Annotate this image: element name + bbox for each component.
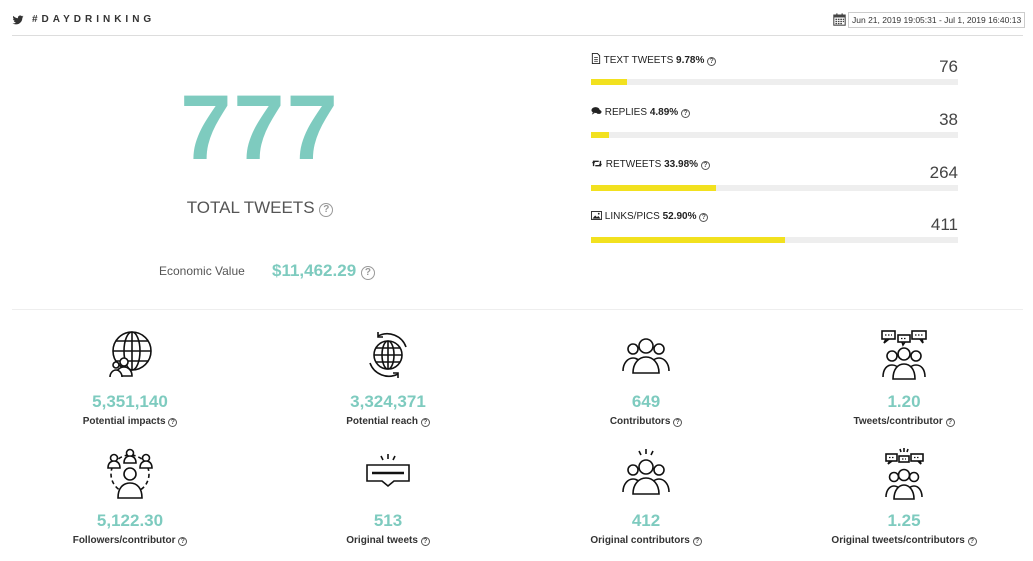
progress-track [591,79,958,85]
progress-fill [591,132,609,138]
progress-fill [591,79,627,85]
header: #DAYDRINKING Jun 21, 2019 19:05:31 - Jul… [0,0,1033,36]
stat-label: Potential reach ? [273,415,503,429]
tweet-type-count: 411 [930,215,958,234]
tweet-type-name: RETWEETS [605,159,662,170]
stat-value: 5,122.30 [96,511,164,530]
document-icon [591,53,601,64]
network-people-icon [107,448,153,499]
stat-value: 412 [631,511,661,530]
stat-label-text: Potential impacts [82,416,166,427]
help-icon[interactable]: ? [700,161,710,170]
economic-value: $11,462.29 ? [272,260,375,282]
date-range-field[interactable]: Jun 21, 2019 19:05:31 - Jul 1, 2019 16:4… [848,12,1026,28]
stat-value: 1.25 [887,511,921,530]
stat-label-text: Followers/contributor [72,535,176,546]
stat-value: 5,351,140 [92,392,168,411]
header-divider [12,35,1023,36]
total-tweets-label: TOTAL TWEETS ? [120,197,400,219]
stat-label: Original tweets/contributors ? [789,534,1019,548]
section-divider [12,309,1023,310]
tweet-type-count: 76 [939,57,958,76]
help-icon[interactable]: ? [673,418,683,427]
tweet-type-name: LINKS/PICS [604,211,660,222]
stat-original-contributors: 412 Original contributors ? [531,448,761,548]
total-tweets-text: TOTAL TWEETS [186,198,315,217]
tweet-type-percent: 9.78% [676,55,705,66]
help-icon[interactable]: ? [420,418,430,427]
stat-followers-per-contributor: 5,122.30 Followers/contributor ? [15,448,245,548]
tweet-type-percent: 33.98% [664,159,699,170]
total-tweets-value: 777 [180,77,340,179]
help-icon[interactable]: ? [360,266,375,280]
stat-label: Original tweets ? [273,534,503,548]
stat-label-text: Original contributors [590,535,690,546]
tweet-type-count: 38 [939,110,958,129]
help-icon[interactable]: ? [178,537,188,546]
speech-bubbles-icon [591,107,602,115]
stat-contributors: 649 Contributors ? [531,329,761,429]
stat-label: Followers/contributor ? [15,534,245,548]
help-icon[interactable]: ? [680,109,690,118]
help-icon[interactable]: ? [420,537,430,546]
help-icon[interactable]: ? [699,213,709,222]
economic-value-amount: $11,462.29 [272,261,357,280]
stat-label-text: Contributors [609,416,671,427]
group-chat-spark-icon [885,448,924,500]
tweet-box-icon [366,454,410,488]
tweet-type-label: TEXT TWEETS 9.78% ? [591,53,717,67]
stat-label: Potential impacts ? [15,415,245,429]
tweet-type-retweets: RETWEETS 33.98% ? 264 [591,159,958,199]
tweet-type-label: LINKS/PICS 52.90% ? [591,211,709,223]
stat-label: Original contributors ? [531,534,761,548]
globe-people-icon [109,331,152,378]
progress-fill [591,237,786,243]
tweet-type-percent: 4.89% [649,107,679,118]
tweet-type-name: REPLIES [604,107,648,118]
stat-label: Contributors ? [531,415,761,429]
stat-label-text: Original tweets/contributors [831,535,965,546]
stat-potential-impacts: 5,351,140 Potential impacts ? [15,329,245,429]
progress-track [591,132,958,138]
hashtag-title: #DAYDRINKING [32,14,156,25]
help-icon[interactable]: ? [707,57,717,66]
stat-potential-reach: 3,324,371 Potential reach ? [273,329,503,429]
tweet-type-text: TEXT TWEETS 9.78% ? 76 [591,53,958,93]
group-spark-icon [622,449,670,495]
stat-value: 1.20 [887,392,921,411]
stat-original-tweets: 513 Original tweets ? [273,448,503,548]
tweet-type-count: 264 [929,163,958,182]
group-chat-icon [881,330,927,380]
tweet-type-label: RETWEETS 33.98% ? [591,159,710,171]
tweet-type-label: REPLIES 4.89% ? [591,106,690,119]
stat-label-text: Tweets/contributor [853,416,943,427]
stat-value: 513 [373,511,403,530]
group-icon [622,338,670,374]
twitter-bird-icon [12,15,24,25]
stat-value: 649 [631,392,661,411]
help-icon[interactable]: ? [168,418,178,427]
progress-track [591,185,958,191]
tweet-type-replies: REPLIES 4.89% ? 38 [591,106,958,146]
stat-original-tweets-per-contributors: 1.25 Original tweets/contributors ? [789,448,1019,548]
tweet-type-name: TEXT TWEETS [603,55,674,66]
progress-track [591,237,958,243]
help-icon[interactable]: ? [319,203,334,217]
calendar-icon[interactable] [833,13,846,26]
tweet-type-links: LINKS/PICS 52.90% ? 411 [591,211,958,251]
help-icon[interactable]: ? [945,418,955,427]
globe-refresh-icon [369,332,407,378]
stat-label-text: Original tweets [346,535,418,546]
tweet-type-percent: 52.90% [662,211,697,222]
stat-value: 3,324,371 [350,392,426,411]
stat-tweets-per-contributor: 1.20 Tweets/contributor ? [789,329,1019,429]
image-icon [591,211,602,220]
retweet-icon [591,160,603,167]
progress-fill [591,185,716,191]
help-icon[interactable]: ? [692,537,702,546]
help-icon[interactable]: ? [967,537,977,546]
stat-label-text: Potential reach [346,416,418,427]
stat-label: Tweets/contributor ? [789,415,1019,429]
economic-value-label: Economic Value [159,264,245,278]
